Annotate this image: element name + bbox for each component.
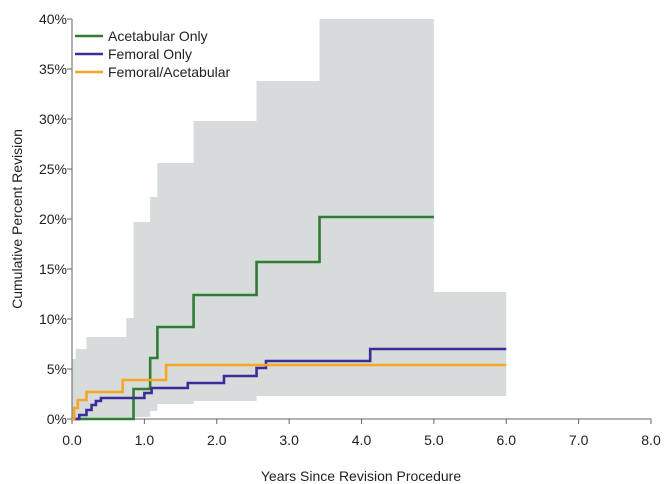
confidence-band-layer — [72, 19, 507, 419]
series-layer — [72, 215, 507, 421]
x-tick-label: 4.0 — [352, 432, 372, 448]
x-tick-label: 6.0 — [497, 432, 517, 448]
legend-label-2: Femoral/Acetabular — [108, 64, 231, 80]
x-tick-label: 1.0 — [135, 432, 155, 448]
series-line-2 — [72, 363, 507, 421]
y-tick-label: 20% — [39, 211, 67, 227]
y-tick-label: 0% — [47, 411, 67, 427]
axes: 0.0 1.0 2.0 3.0 4.0 5.0 6.0 7.0 8.0 0% 5% 10% 15% 20%… — [39, 11, 661, 448]
x-tick-label: 2.0 — [207, 432, 227, 448]
legend-label-1: Femoral Only — [108, 46, 192, 62]
y-tick-label: 15% — [39, 261, 67, 277]
y-tick-label: 5% — [47, 361, 67, 377]
x-tick-label: 8.0 — [641, 432, 661, 448]
y-tick-label: 30% — [39, 111, 67, 127]
x-axis-label: Years Since Revision Procedure — [261, 468, 461, 484]
y-axis-label: Cumulative Percent Revision — [9, 129, 25, 309]
confidence-band-0 — [72, 19, 507, 419]
x-tick-label: 5.0 — [424, 432, 444, 448]
legend: Acetabular Only Femoral Only Femoral/Aceta… — [75, 28, 231, 80]
y-tick-label: 40% — [39, 11, 67, 27]
y-tick-label: 25% — [39, 161, 67, 177]
x-tick-label: 3.0 — [279, 432, 299, 448]
x-tick-label: 7.0 — [569, 432, 589, 448]
x-tick-label: 0.0 — [62, 432, 82, 448]
y-tick-label: 10% — [39, 311, 67, 327]
series-line-0 — [72, 215, 434, 421]
series-line-1 — [72, 347, 507, 421]
y-tick-label: 35% — [39, 61, 67, 77]
legend-label-0: Acetabular Only — [108, 28, 208, 44]
